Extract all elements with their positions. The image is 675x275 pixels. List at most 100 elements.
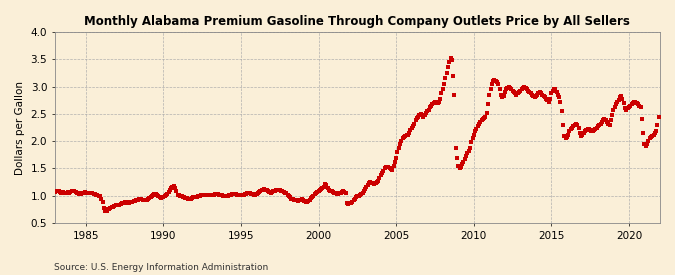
Point (385, 167, 396, 171)
Point (272, 188, 283, 192)
Point (275, 189, 286, 193)
Point (614, 95, 625, 100)
Point (182, 196, 192, 200)
Point (268, 189, 279, 194)
Point (511, 93, 522, 97)
Point (460, 154, 471, 159)
Point (244, 191, 254, 195)
Point (550, 87, 561, 92)
Point (151, 192, 161, 196)
Point (533, 91, 544, 95)
Point (277, 189, 288, 194)
Point (504, 84, 514, 89)
Point (480, 114, 491, 119)
Point (475, 120, 485, 124)
Point (416, 113, 427, 117)
Point (622, 106, 633, 111)
Point (364, 181, 375, 185)
Point (232, 192, 242, 197)
Point (63, 190, 74, 195)
Point (421, 111, 431, 115)
Point (617, 96, 628, 101)
Point (439, 82, 450, 86)
Point (401, 133, 412, 137)
Point (74, 191, 85, 196)
Point (562, 135, 572, 139)
Point (194, 194, 205, 198)
Point (321, 183, 332, 188)
Point (367, 181, 378, 185)
Point (310, 191, 321, 195)
Point (398, 136, 408, 141)
Point (374, 176, 385, 180)
Point (136, 197, 147, 201)
Point (205, 193, 215, 197)
Point (443, 65, 454, 70)
Point (302, 200, 313, 205)
Point (312, 190, 323, 194)
Point (626, 102, 637, 106)
Point (264, 190, 275, 194)
Point (582, 127, 593, 131)
Point (647, 134, 657, 138)
Point (429, 101, 439, 105)
Point (581, 128, 592, 133)
Point (352, 194, 362, 199)
Point (326, 189, 337, 194)
Point (586, 129, 597, 134)
Point (642, 142, 653, 146)
Point (279, 190, 290, 195)
Point (458, 160, 469, 164)
Point (466, 140, 477, 144)
Point (179, 195, 190, 200)
Point (344, 201, 355, 206)
Point (200, 193, 211, 197)
Point (470, 129, 481, 134)
Point (357, 190, 368, 195)
Point (587, 129, 598, 134)
Point (118, 201, 129, 205)
Point (322, 185, 333, 190)
Point (493, 82, 504, 86)
Point (356, 191, 367, 196)
Point (250, 192, 261, 197)
Point (410, 118, 421, 123)
Point (506, 87, 516, 92)
Point (406, 125, 417, 130)
Point (519, 84, 530, 89)
Point (246, 191, 256, 196)
Point (161, 192, 171, 197)
Point (53, 189, 64, 194)
Point (114, 202, 125, 207)
Point (78, 190, 88, 195)
Point (140, 198, 151, 202)
Point (137, 197, 148, 202)
Point (621, 107, 632, 112)
Point (288, 197, 298, 201)
Point (524, 90, 535, 94)
Point (481, 111, 492, 115)
Point (384, 166, 395, 171)
Point (559, 134, 570, 138)
Point (477, 117, 488, 122)
Point (92, 193, 103, 197)
Point (192, 195, 202, 199)
Point (402, 133, 413, 137)
Point (595, 122, 606, 126)
Point (333, 191, 344, 196)
Point (73, 191, 84, 195)
Point (225, 192, 236, 197)
Point (330, 191, 341, 195)
Point (538, 94, 549, 99)
Point (227, 192, 238, 196)
Point (52, 189, 63, 193)
Point (396, 139, 407, 143)
Point (367, 180, 377, 185)
Point (483, 102, 493, 106)
Point (521, 87, 532, 92)
Point (613, 98, 624, 102)
Point (389, 160, 400, 164)
Point (419, 113, 430, 117)
Point (468, 133, 479, 137)
Point (76, 191, 87, 195)
